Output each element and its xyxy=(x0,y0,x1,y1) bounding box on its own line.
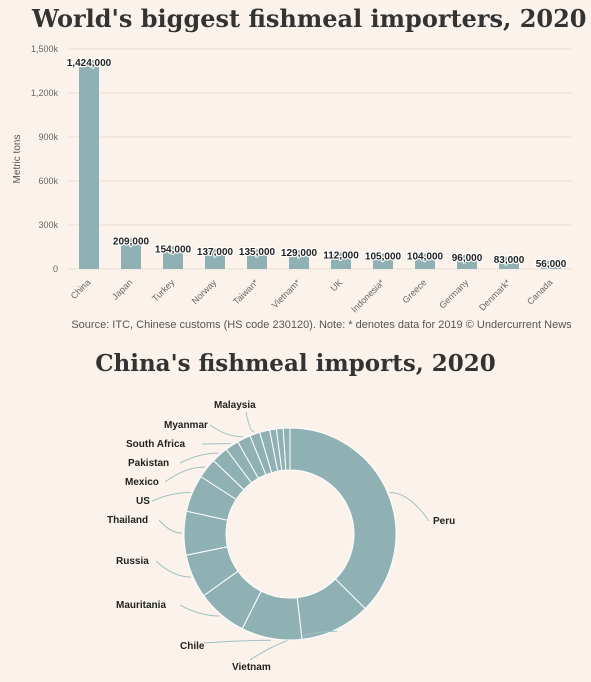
slice-label: Peru xyxy=(433,516,455,527)
bar-value-label: 135,000 xyxy=(239,247,276,258)
bar-value-label: 129,000 xyxy=(281,248,318,259)
source-note: Source: ITC, Chinese customs (HS code 23… xyxy=(71,319,572,331)
bar xyxy=(499,256,519,269)
donut-slice xyxy=(203,570,262,630)
donut-slice xyxy=(200,459,245,501)
slice-label: Malaysia xyxy=(214,400,256,411)
leader-line xyxy=(179,452,219,464)
donut-slice xyxy=(225,441,260,484)
bar-value-label: 209,000 xyxy=(113,236,150,247)
bar-value-label: 1,424,000 xyxy=(67,58,112,69)
x-tick-label: UK xyxy=(328,277,344,293)
leader-line xyxy=(245,411,255,433)
y-tick-label: 0 xyxy=(53,264,58,274)
slice-label: Mauritania xyxy=(116,600,166,611)
bar xyxy=(121,238,141,269)
x-tick-label: Turkey xyxy=(150,277,177,304)
bar xyxy=(247,249,267,269)
leader-line xyxy=(155,560,191,578)
pie-chart-title: China's fishmeal imports, 2020 xyxy=(95,350,496,377)
x-tick-label: Norway xyxy=(190,277,219,306)
leader-line xyxy=(203,639,271,644)
bar-value-label: 105,000 xyxy=(365,252,402,263)
x-tick-label: Greece xyxy=(400,277,428,305)
leader-line xyxy=(164,466,206,483)
bar xyxy=(457,254,477,269)
leader-line xyxy=(151,491,191,502)
x-tick-label: Japan xyxy=(110,277,134,301)
y-axis-label: Metric tons xyxy=(12,135,23,184)
y-tick-label: 1,500k xyxy=(31,44,59,54)
donut-slice xyxy=(237,435,267,479)
donut-slice xyxy=(275,427,287,472)
donut-slice xyxy=(289,427,397,610)
y-tick-label: 900k xyxy=(38,132,58,142)
slice-label: Russia xyxy=(116,556,149,567)
slice-label: South Africa xyxy=(126,439,186,450)
slice-label: Myanmar xyxy=(164,420,208,431)
bar xyxy=(79,60,99,269)
bar-value-label: 154,000 xyxy=(155,244,192,255)
bar-value-label: 83,000 xyxy=(494,255,525,266)
donut-slice xyxy=(259,429,279,474)
x-tick-label: Germany xyxy=(437,277,471,311)
donut-slice xyxy=(249,431,273,476)
donut-slice xyxy=(212,448,253,491)
slice-label: Vietnam xyxy=(232,662,271,673)
bar xyxy=(331,252,351,269)
leader-line xyxy=(179,604,220,617)
slice-label: Pakistan xyxy=(128,458,169,469)
donut-slice xyxy=(282,427,291,471)
slice-label: Thailand xyxy=(107,515,148,526)
bar xyxy=(415,253,435,269)
bar-value-label: 137,000 xyxy=(197,247,234,258)
x-tick-label: Canada xyxy=(525,277,554,306)
donut-slice xyxy=(296,578,366,640)
slice-label: Chile xyxy=(180,641,205,652)
bar-value-label: 112,000 xyxy=(323,251,359,262)
x-tick-label: Indonesia* xyxy=(349,277,386,314)
x-tick-label: Denmark* xyxy=(477,277,513,313)
bar xyxy=(541,260,561,269)
bar xyxy=(373,253,393,269)
leader-line xyxy=(389,491,430,522)
slice-label: Mexico xyxy=(125,477,159,488)
bar xyxy=(163,246,183,269)
donut-slice xyxy=(269,428,283,472)
donut-slice xyxy=(185,546,239,597)
bar xyxy=(205,248,225,269)
y-tick-label: 600k xyxy=(38,176,58,186)
bar xyxy=(289,250,309,269)
bar-value-label: 96,000 xyxy=(452,253,483,264)
donut-slice xyxy=(183,510,229,556)
leader-line xyxy=(249,630,338,661)
leader-line xyxy=(158,519,183,534)
x-tick-label: China xyxy=(69,277,93,301)
donut-slice xyxy=(241,590,303,641)
y-tick-label: 1,200k xyxy=(31,88,59,98)
bar-value-label: 56,000 xyxy=(536,259,567,270)
slice-label: US xyxy=(136,496,150,507)
x-tick-label: Vietnam* xyxy=(270,277,303,310)
leader-line xyxy=(209,424,243,438)
donut-slice xyxy=(185,475,237,521)
y-tick-label: 300k xyxy=(38,220,58,230)
bar-value-label: 104,000 xyxy=(407,252,444,263)
x-tick-label: Taiwan* xyxy=(231,277,261,307)
bar-chart-title: World's biggest fishmeal importers, 2020 xyxy=(32,4,587,33)
bar-chart: 0 300k 600k 900k 1,200k 1,500k Metric tons 1,42… xyxy=(12,44,572,314)
